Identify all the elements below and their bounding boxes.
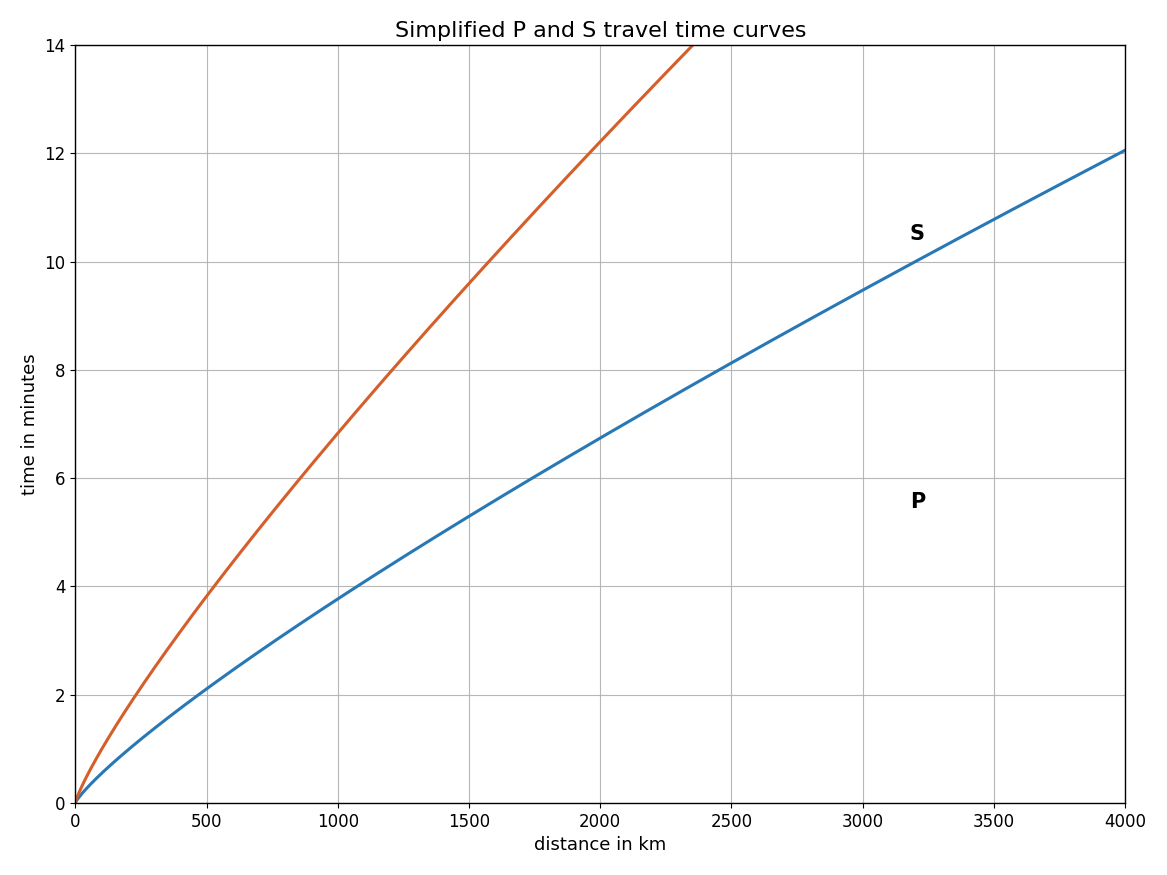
Y-axis label: time in minutes: time in minutes [21,354,39,495]
Title: Simplified P and S travel time curves: Simplified P and S travel time curves [394,21,806,41]
Text: P: P [910,492,925,512]
Text: S: S [910,224,925,244]
X-axis label: distance in km: distance in km [534,836,666,854]
